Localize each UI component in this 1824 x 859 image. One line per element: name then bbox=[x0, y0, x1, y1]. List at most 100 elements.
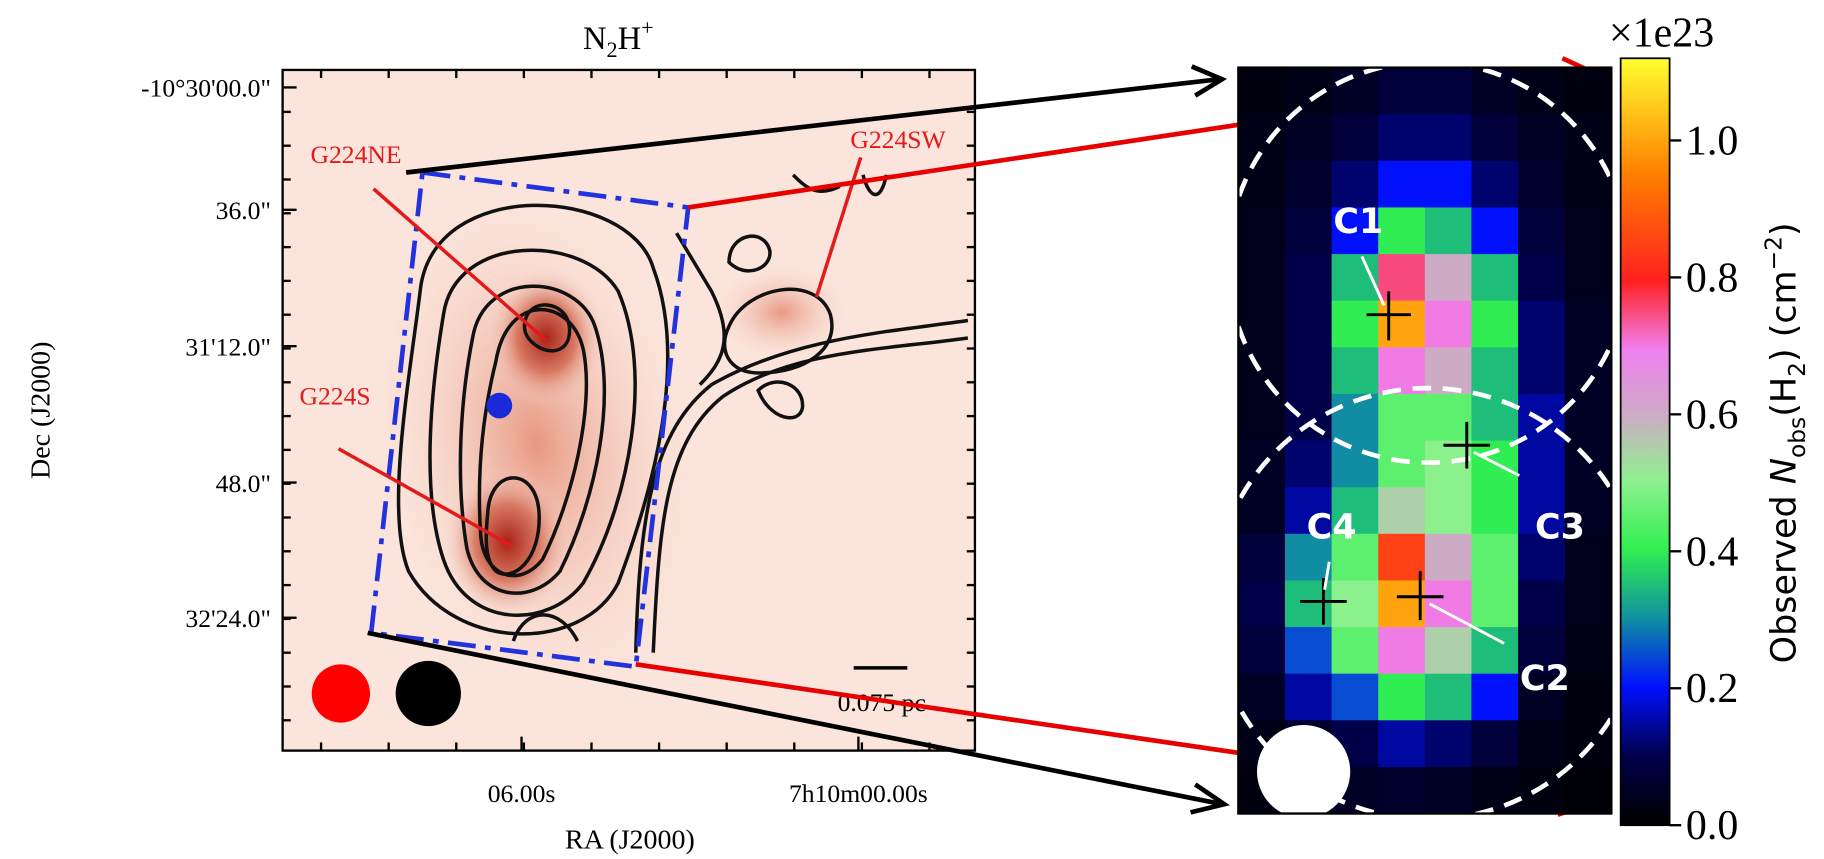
heatmap-cell bbox=[1425, 627, 1472, 674]
heatmap-cell bbox=[1518, 114, 1565, 161]
heatmap-cell bbox=[1471, 720, 1518, 767]
heatmap-cell bbox=[1425, 674, 1472, 721]
heatmap-cell bbox=[1425, 534, 1472, 581]
heatmap-cell bbox=[1425, 207, 1472, 254]
heatmap-cell bbox=[1285, 674, 1332, 721]
heatmap-cell bbox=[1471, 161, 1518, 208]
annotation: G224SW bbox=[850, 125, 946, 154]
core-label: C2 bbox=[1520, 659, 1570, 699]
heatmap-cell bbox=[1471, 674, 1518, 721]
colorbar-tick-label: 1.0 bbox=[1686, 118, 1738, 164]
heatmap-cell bbox=[1518, 580, 1565, 627]
colorbar bbox=[1621, 58, 1670, 825]
label-part: (H bbox=[1764, 377, 1804, 417]
x-axis-label: RA (J2000) bbox=[565, 825, 695, 856]
beam bbox=[1257, 725, 1350, 818]
heatmap-cell bbox=[1471, 487, 1518, 534]
heatmap-cell bbox=[1378, 487, 1425, 534]
heatmap-cell bbox=[1518, 161, 1565, 208]
annotation: G224NE bbox=[310, 140, 401, 169]
title-part: N bbox=[583, 21, 607, 57]
label-part: −2 bbox=[1760, 236, 1787, 270]
right-panel: C1 C2 C3 C4 0.00.20.40.60.81.0 ×1e23 Obs… bbox=[1213, 11, 1811, 850]
heatmap-cell bbox=[1565, 301, 1612, 348]
y-tick-label: -10°30'00.0" bbox=[141, 74, 271, 103]
heatmap-cell bbox=[1378, 627, 1425, 674]
heatmap-cell bbox=[1378, 767, 1425, 814]
core-label: C4 bbox=[1307, 507, 1357, 547]
heatmap-cell bbox=[1471, 347, 1518, 394]
heatmap-cell bbox=[1332, 114, 1379, 161]
title-part: + bbox=[641, 15, 653, 40]
heatmap-cell bbox=[1518, 207, 1565, 254]
heatmap-cell bbox=[1565, 674, 1612, 721]
title-part: 2 bbox=[607, 37, 618, 62]
heatmap-cell bbox=[1471, 767, 1518, 814]
heatmap-cell bbox=[1285, 114, 1332, 161]
core-label: C1 bbox=[1333, 202, 1383, 242]
label-part: Observed bbox=[1764, 484, 1804, 663]
heatmap-cell bbox=[1425, 68, 1472, 115]
heatmap-cell bbox=[1471, 254, 1518, 301]
label-part: ) bbox=[1764, 222, 1804, 236]
heatmap-cell bbox=[1285, 207, 1332, 254]
colorbar-tick-label: 0.0 bbox=[1686, 803, 1738, 849]
title-part: H bbox=[618, 21, 642, 57]
heatmap-cell bbox=[1378, 114, 1425, 161]
heatmap-cell bbox=[1238, 347, 1285, 394]
marker bbox=[487, 393, 513, 419]
label-part: 2 bbox=[1784, 362, 1811, 377]
heatmap-cell bbox=[1565, 580, 1612, 627]
heatmap-cell bbox=[1378, 674, 1425, 721]
colorbar-label: Observed Nobs(H2) (cm−2) bbox=[1760, 222, 1810, 663]
heatmap-cell bbox=[1378, 720, 1425, 767]
y-axis-label: Dec (J2000) bbox=[26, 342, 57, 479]
heatmap-cell bbox=[1471, 301, 1518, 348]
label-part: ) (cm bbox=[1764, 270, 1804, 362]
heatmap bbox=[1238, 68, 1612, 815]
heatmap-cell bbox=[1238, 254, 1285, 301]
heatmap-cell bbox=[1332, 627, 1379, 674]
x-tick-label: 7h10m00.00s bbox=[789, 779, 928, 808]
heatmap-cell bbox=[1471, 580, 1518, 627]
heatmap-cell bbox=[1565, 627, 1612, 674]
heatmap-cell bbox=[1565, 68, 1612, 115]
label-part: N bbox=[1764, 458, 1804, 484]
heatmap-cell bbox=[1238, 394, 1285, 441]
colorbar-axis: 0.00.20.40.60.81.0 bbox=[1670, 118, 1739, 849]
label-part: obs bbox=[1784, 417, 1811, 458]
heatmap-cell bbox=[1285, 627, 1332, 674]
heatmap-cell bbox=[1518, 254, 1565, 301]
heatmap-cell bbox=[1238, 534, 1285, 581]
heatmap-cell bbox=[1425, 114, 1472, 161]
heatmap-cell bbox=[1425, 720, 1472, 767]
y-tick-label: 32'24.0" bbox=[185, 604, 271, 633]
heatmap-cell bbox=[1518, 301, 1565, 348]
heatmap-cell bbox=[1285, 254, 1332, 301]
heatmap-cell bbox=[1471, 114, 1518, 161]
heatmap-cell bbox=[1425, 301, 1472, 348]
heatmap-cell bbox=[1518, 441, 1565, 488]
beam bbox=[396, 661, 461, 726]
heatmap-cell bbox=[1238, 207, 1285, 254]
annotation: G224S bbox=[299, 381, 370, 410]
heatmap-cell bbox=[1378, 580, 1425, 627]
heatmap-cell bbox=[1332, 301, 1379, 348]
heatmap-cell bbox=[1332, 441, 1379, 488]
colorbar-tick-label: 0.6 bbox=[1686, 392, 1738, 438]
left-panel: 0.075 pc G224NE G224SW G224S N2H+ RA (J2… bbox=[26, 15, 975, 856]
heatmap-cell bbox=[1425, 161, 1472, 208]
heatmap-cell bbox=[1378, 441, 1425, 488]
heatmap-cell bbox=[1471, 534, 1518, 581]
heatmap-cell bbox=[1425, 394, 1472, 441]
heatmap-cell bbox=[1378, 68, 1425, 115]
heatmap-cell bbox=[1378, 301, 1425, 348]
heatmap-cell bbox=[1518, 68, 1565, 115]
heatmap-cell bbox=[1565, 767, 1612, 814]
heatmap-cell bbox=[1425, 254, 1472, 301]
heatmap-cell bbox=[1285, 441, 1332, 488]
colorbar-offset: ×1e23 bbox=[1609, 11, 1714, 57]
heatmap-cell bbox=[1332, 674, 1379, 721]
heatmap-cell bbox=[1378, 254, 1425, 301]
colorbar-tick-label: 0.2 bbox=[1686, 666, 1738, 712]
